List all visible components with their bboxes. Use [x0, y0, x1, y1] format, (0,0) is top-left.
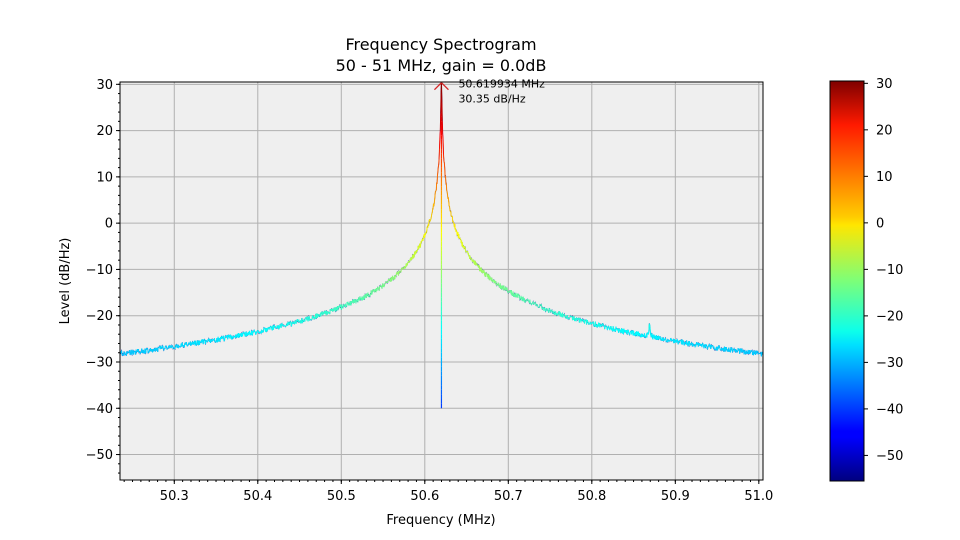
- y-tick-label: 10: [96, 170, 113, 185]
- colorbar-tick-label: −30: [876, 356, 903, 371]
- peak-marker-icon: [433, 81, 449, 91]
- x-tick-label: 51.0: [744, 489, 773, 504]
- colorbar-ticks: 30 20 10 0 −10 −20 −30 −40 −50: [864, 77, 903, 464]
- x-tick-label: 50.7: [494, 489, 523, 504]
- chart-subtitle: 50 - 51 MHz, gain = 0.0dB: [336, 56, 547, 75]
- peak-annotation: 50.619934 MHz 30.35 dB/Hz: [433, 78, 545, 106]
- x-tick-label: 50.3: [160, 489, 189, 504]
- x-tick-label: 50.8: [577, 489, 606, 504]
- x-tick-label: 50.9: [661, 489, 690, 504]
- y-axis-ticks: 30 20 10 0 −10 −20 −30 −40 −50: [86, 78, 120, 474]
- y-tick-label: −50: [86, 448, 113, 463]
- colorbar-tick-label: −10: [876, 263, 903, 278]
- colorbar-tick-label: 30: [876, 77, 893, 92]
- x-tick-label: 50.5: [327, 489, 356, 504]
- y-tick-label: −40: [86, 402, 113, 417]
- y-tick-label: 30: [96, 78, 113, 93]
- colorbar-tick-label: 0: [876, 216, 884, 231]
- y-axis-label: Level (dB/Hz): [58, 238, 73, 325]
- y-tick-label: −30: [86, 355, 113, 370]
- y-tick-label: −10: [86, 263, 113, 278]
- y-tick-label: −20: [86, 309, 113, 324]
- x-axis-label: Frequency (MHz): [386, 513, 495, 528]
- x-tick-label: 50.6: [410, 489, 439, 504]
- spectrum-trace: [120, 82, 763, 409]
- x-tick-label: 50.4: [243, 489, 272, 504]
- y-tick-label: 20: [96, 124, 113, 139]
- colorbar-tick-label: −20: [876, 309, 903, 324]
- colorbar-tick-label: 20: [876, 123, 893, 138]
- peak-frequency-label: 50.619934 MHz: [458, 78, 545, 91]
- y-tick-label: 0: [105, 217, 113, 232]
- colorbar-tick-label: 10: [876, 170, 893, 185]
- peak-level-label: 30.35 dB/Hz: [458, 93, 525, 106]
- colorbar-tick-label: −50: [876, 449, 903, 464]
- colorbar-tick-label: −40: [876, 402, 903, 417]
- colorbar: [829, 80, 865, 482]
- x-axis-ticks: 50.3 50.4 50.5 50.6 50.7 50.8 50.9 51.0: [123, 480, 773, 504]
- chart-title: Frequency Spectrogram: [345, 35, 536, 54]
